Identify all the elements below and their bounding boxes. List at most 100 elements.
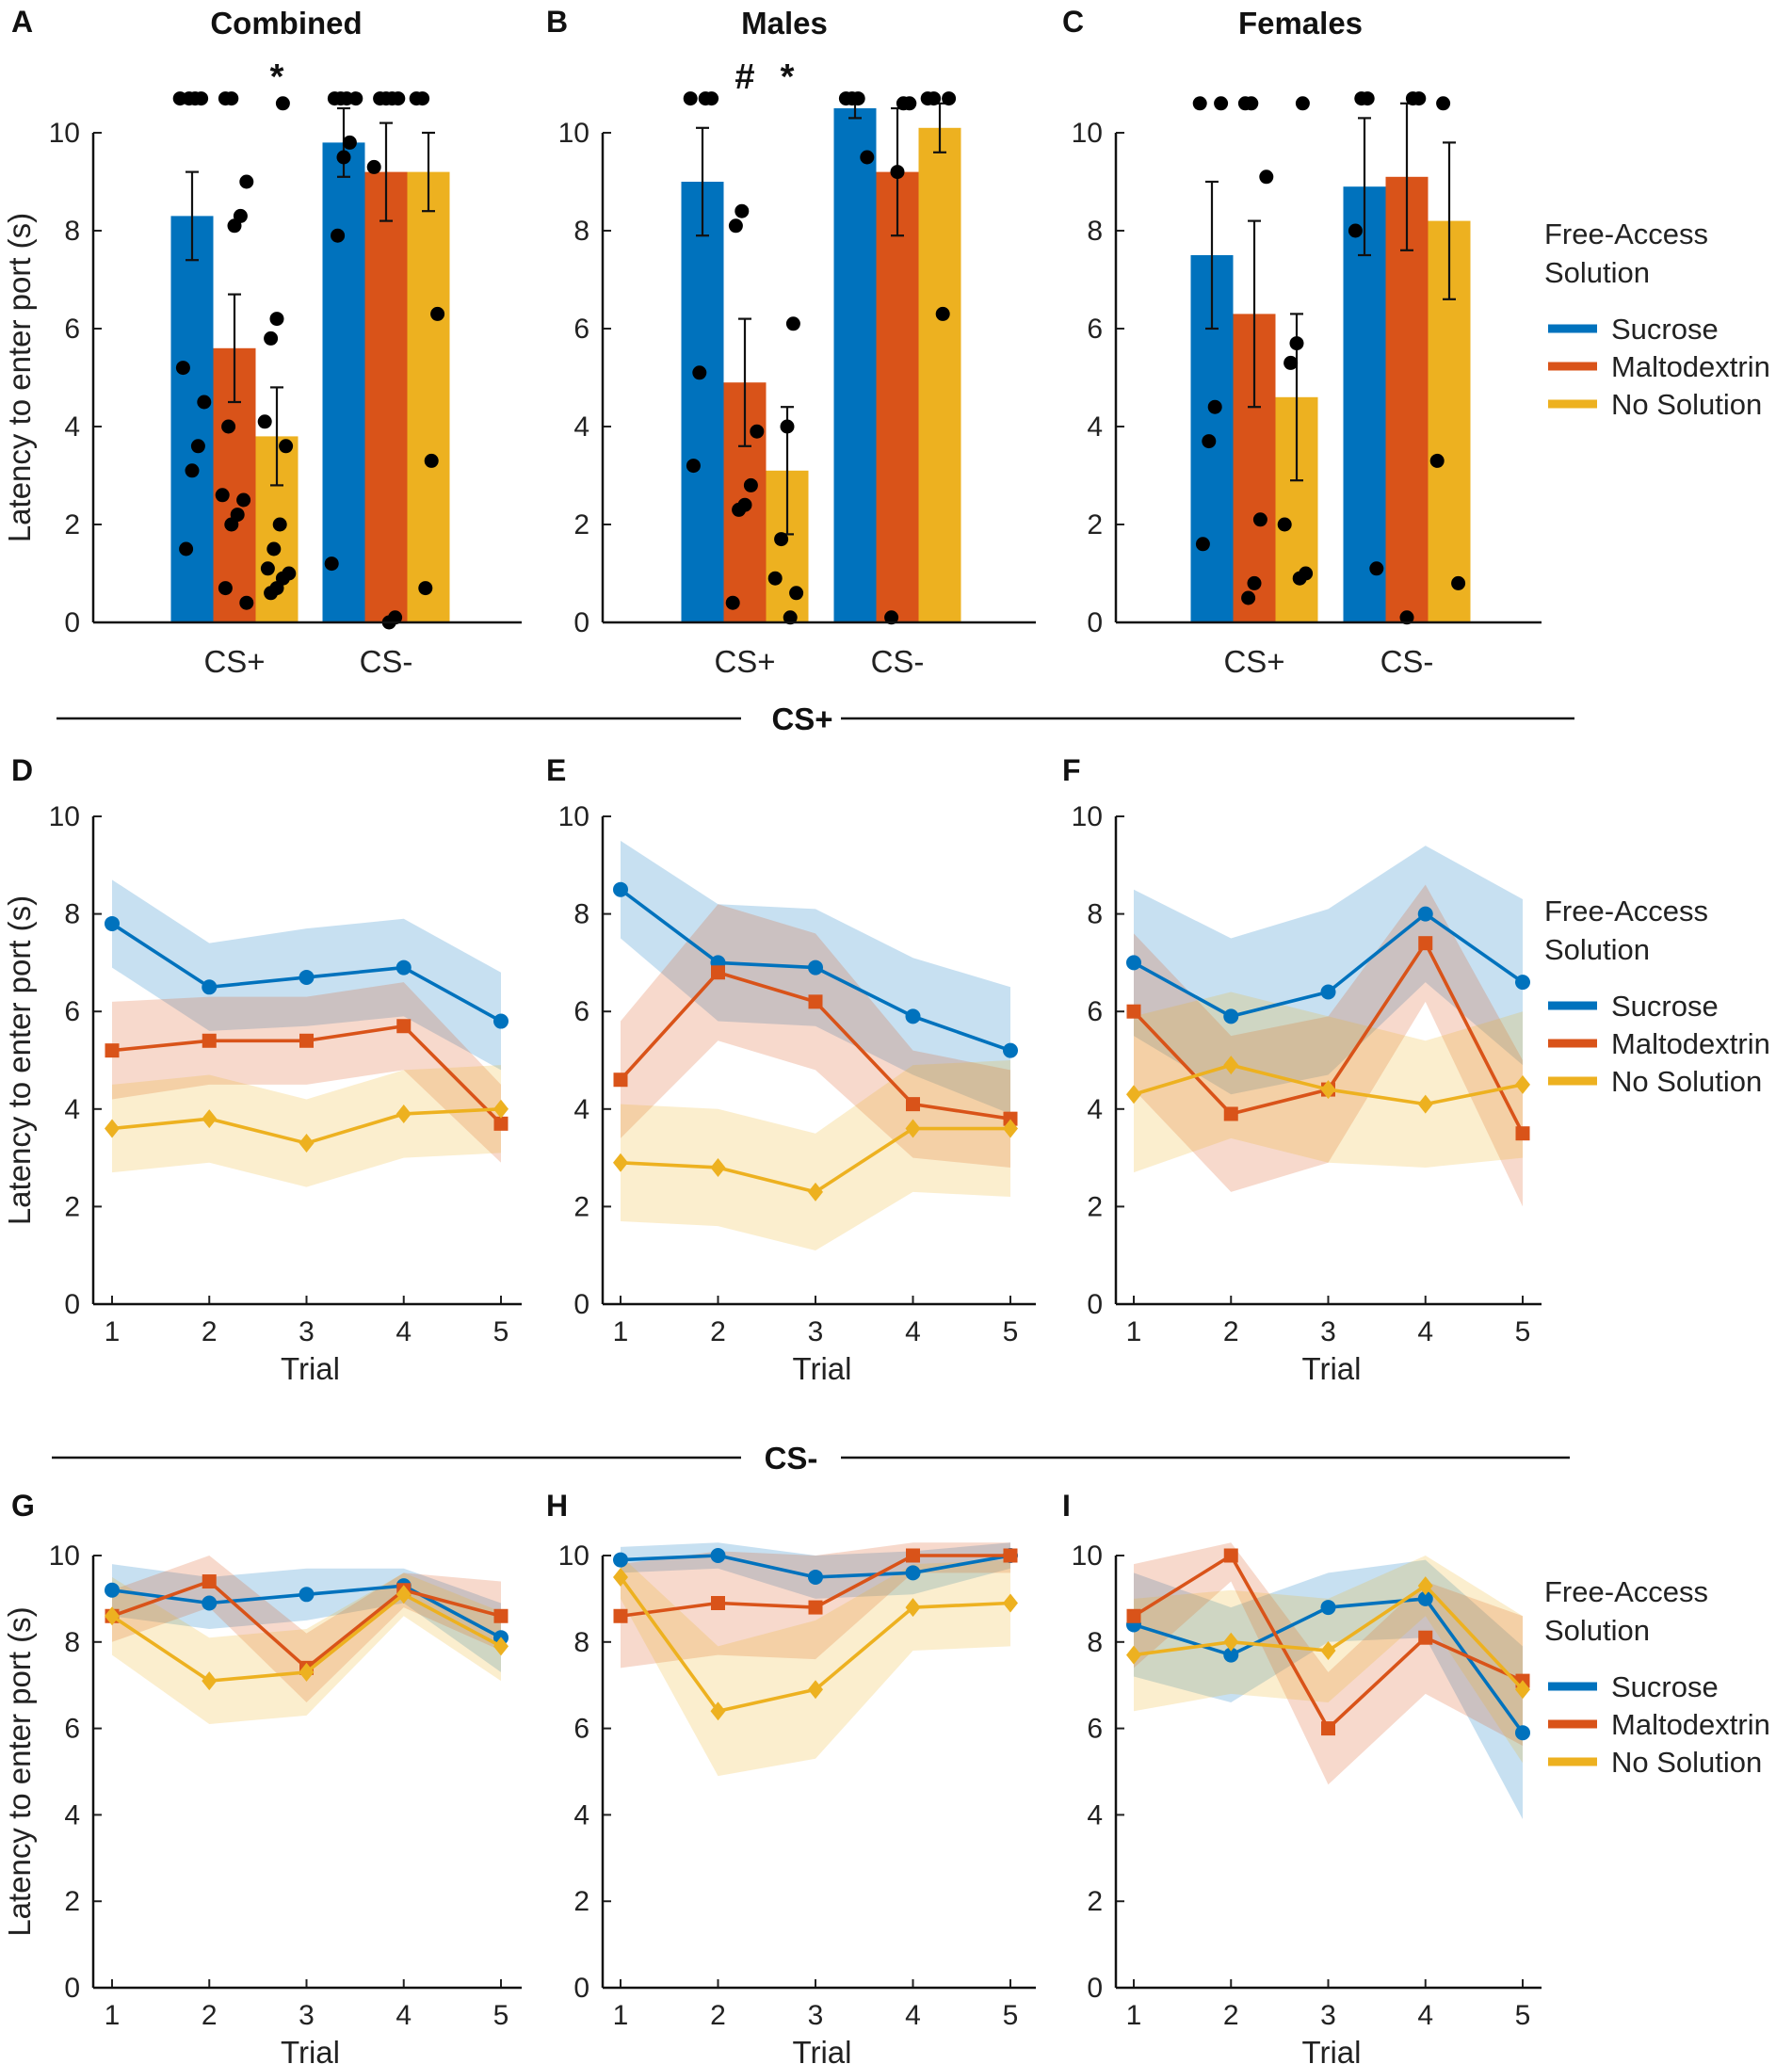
- data-point: [698, 91, 713, 106]
- data-point: [324, 556, 339, 572]
- point-maltodextrin-trial-1: [105, 1043, 120, 1058]
- data-point: [424, 453, 439, 468]
- y-tick-label: 2: [64, 1191, 80, 1222]
- point-maltodextrin-trial-3: [808, 994, 823, 1009]
- point-no-solution-trial-3: [808, 1182, 823, 1201]
- y-tick-label: 6: [1087, 1714, 1103, 1745]
- data-point: [179, 541, 194, 556]
- point-no-solution-trial-1: [1126, 1085, 1141, 1105]
- x-tick-label: 1: [105, 1316, 121, 1347]
- data-point: [175, 361, 190, 376]
- x-tick-label: 1: [1126, 1316, 1142, 1347]
- y-tick-label: 4: [573, 1799, 589, 1830]
- significance-marker: #: [735, 57, 754, 97]
- point-maltodextrin-trial-4: [1418, 1630, 1433, 1645]
- point-sucrose-trial-4: [396, 959, 412, 976]
- y-tick-label: 4: [1087, 1799, 1103, 1830]
- data-point: [279, 439, 294, 454]
- point-sucrose-trial-3: [1320, 984, 1336, 1000]
- data-point: [236, 492, 251, 508]
- data-point: [342, 135, 357, 150]
- x-tick-label: 2: [1223, 2000, 1239, 2031]
- data-point: [1252, 512, 1267, 527]
- panel-letter: G: [11, 1489, 35, 1523]
- legend-title-line1: Free-Access: [1544, 895, 1708, 927]
- point-maltodextrin-trial-3: [808, 1600, 823, 1615]
- point-no-solution-trial-5: [493, 1637, 509, 1656]
- point-no-solution-trial-4: [396, 1104, 412, 1123]
- x-tick-label: 4: [1417, 1316, 1433, 1347]
- y-tick-label: 6: [573, 1714, 589, 1745]
- data-point: [1292, 571, 1307, 586]
- point-sucrose-trial-3: [299, 1587, 315, 1603]
- data-point: [257, 414, 272, 429]
- data-point: [725, 595, 740, 610]
- point-maltodextrin-trial-1: [613, 1608, 628, 1623]
- x-tick-label: 2: [1223, 1316, 1239, 1347]
- point-no-solution-trial-5: [1515, 1074, 1530, 1094]
- panel-title: Males: [741, 6, 828, 40]
- data-point: [409, 91, 424, 106]
- x-tick-label: 5: [1003, 1316, 1019, 1347]
- x-tick-label: 4: [396, 1316, 412, 1347]
- data-point: [728, 218, 743, 234]
- data-point: [683, 91, 698, 106]
- point-sucrose-trial-1: [613, 881, 628, 897]
- point-sucrose-trial-5: [1515, 1725, 1530, 1741]
- point-no-solution-trial-2: [710, 1701, 726, 1721]
- y-axis-label: Latency to enter port (s): [2, 1606, 37, 1936]
- x-category-label: CS+: [203, 644, 265, 679]
- y-tick-label: 8: [573, 216, 589, 247]
- point-no-solution-trial-3: [299, 1134, 315, 1153]
- x-axis-label: Trial: [281, 2035, 340, 2064]
- y-tick-label: 8: [64, 216, 80, 247]
- y-tick-label: 10: [49, 118, 80, 149]
- data-point: [1295, 96, 1310, 111]
- x-tick-label: 3: [808, 2000, 824, 2031]
- data-point: [327, 91, 342, 106]
- bar-sucrose-cs: [681, 182, 724, 622]
- point-maltodextrin-trial-5: [493, 1608, 509, 1623]
- significance-marker: *: [781, 57, 795, 97]
- point-no-solution-trial-3: [1320, 1080, 1336, 1100]
- panel-letter: A: [11, 5, 33, 39]
- point-sucrose-trial-2: [202, 1595, 218, 1611]
- y-tick-label: 6: [573, 996, 589, 1027]
- data-point: [239, 174, 254, 189]
- section-label-cs-plus: CS+: [771, 701, 832, 736]
- point-no-solution-trial-1: [613, 1567, 628, 1587]
- legend-label-maltodextrin: Maltodextrin: [1611, 1027, 1770, 1060]
- point-maltodextrin-trial-5: [1515, 1126, 1530, 1141]
- x-tick-label: 3: [808, 1316, 824, 1347]
- point-sucrose-trial-5: [1515, 975, 1530, 991]
- point-maltodextrin-trial-4: [906, 1097, 920, 1112]
- x-tick-label: 1: [613, 1316, 629, 1347]
- point-no-solution-trial-3: [299, 1662, 315, 1682]
- data-point: [1259, 169, 1274, 185]
- data-point: [896, 96, 911, 111]
- y-axis-label: Latency to enter port (s): [2, 895, 37, 1225]
- y-tick-label: 2: [1087, 1191, 1103, 1222]
- y-tick-label: 8: [573, 899, 589, 930]
- x-tick-label: 5: [493, 1316, 509, 1347]
- data-point: [239, 595, 254, 610]
- y-tick-label: 10: [1072, 801, 1103, 832]
- x-tick-label: 3: [1320, 2000, 1336, 2031]
- x-tick-label: 1: [1126, 2000, 1142, 2031]
- significance-marker: *: [270, 57, 284, 97]
- bar-maltodextrin-cs: [364, 171, 408, 622]
- legend-label-maltodextrin: Maltodextrin: [1611, 350, 1770, 383]
- x-tick-label: 5: [1003, 2000, 1019, 2031]
- legend-label-sucrose: Sucrose: [1611, 1670, 1719, 1703]
- point-no-solution-trial-2: [1223, 1632, 1239, 1652]
- panel-letter: B: [546, 5, 568, 39]
- point-sucrose-trial-2: [202, 979, 218, 995]
- sem-band-sucrose: [1134, 1559, 1523, 1819]
- point-sucrose-trial-1: [105, 1582, 120, 1598]
- y-tick-label: 2: [573, 509, 589, 540]
- point-sucrose-trial-4: [905, 1008, 921, 1024]
- x-tick-label: 2: [202, 2000, 218, 2031]
- data-point: [1192, 96, 1207, 111]
